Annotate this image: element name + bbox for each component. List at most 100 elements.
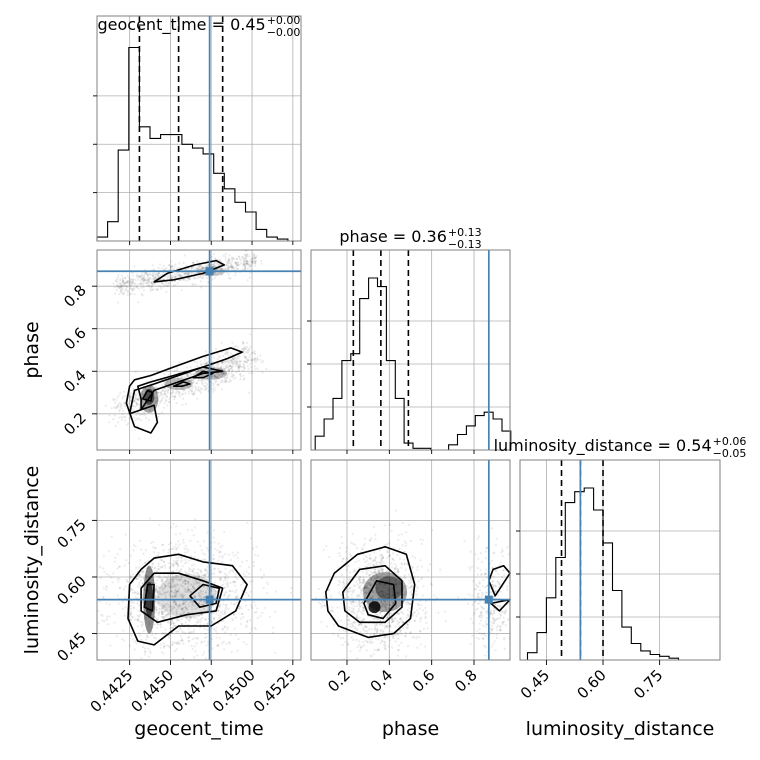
scatter-point bbox=[214, 347, 217, 351]
scatter-point bbox=[225, 376, 229, 379]
scatter-point bbox=[245, 361, 248, 364]
scatter-point bbox=[240, 560, 244, 564]
scatter-point bbox=[246, 279, 249, 282]
scatter-point bbox=[260, 259, 263, 263]
scatter-point bbox=[213, 572, 216, 575]
scatter-point bbox=[160, 287, 163, 290]
scatter-point bbox=[176, 559, 180, 562]
scatter-point bbox=[125, 280, 128, 283]
scatter-point bbox=[245, 253, 249, 256]
scatter-point bbox=[141, 393, 144, 396]
title-luminosity-distance: luminosity_distance = 0.54 +0.06−0.05 bbox=[494, 435, 747, 460]
scatter-point bbox=[222, 367, 225, 370]
scatter-point bbox=[244, 625, 248, 629]
scatter-point bbox=[211, 375, 214, 378]
scatter-point bbox=[256, 554, 259, 557]
scatter-point bbox=[191, 648, 194, 651]
scatter-point bbox=[124, 415, 127, 418]
scatter-point bbox=[223, 377, 226, 380]
scatter-point bbox=[229, 633, 232, 636]
scatter-point bbox=[219, 372, 223, 376]
scatter-point bbox=[239, 365, 242, 368]
scatter-point bbox=[363, 625, 367, 629]
scatter-point bbox=[224, 576, 227, 580]
scatter-point bbox=[113, 414, 116, 417]
scatter-point bbox=[371, 641, 374, 644]
scatter-point bbox=[225, 263, 228, 267]
scatter-point bbox=[406, 608, 409, 612]
scatter-point bbox=[251, 580, 254, 583]
scatter-point bbox=[230, 361, 233, 364]
scatter-point bbox=[200, 387, 204, 390]
scatter-point bbox=[338, 579, 341, 583]
scatter-point bbox=[351, 591, 354, 594]
scatter-point bbox=[184, 570, 187, 573]
scatter-point bbox=[231, 580, 235, 584]
scatter-point bbox=[120, 291, 123, 294]
scatter-point bbox=[119, 278, 122, 281]
scatter-point bbox=[197, 264, 200, 267]
scatter-point bbox=[252, 561, 255, 564]
scatter-point bbox=[196, 268, 199, 271]
scatter-point bbox=[133, 399, 136, 402]
scatter-point bbox=[194, 526, 197, 529]
scatter-point bbox=[156, 391, 159, 394]
scatter-point bbox=[129, 575, 132, 578]
scatter-point bbox=[121, 412, 124, 416]
scatter-point bbox=[156, 617, 159, 621]
scatter-point bbox=[480, 632, 483, 635]
scatter-point bbox=[215, 636, 218, 639]
scatter-point bbox=[237, 637, 240, 641]
scatter-point bbox=[217, 644, 220, 647]
scatter-point bbox=[129, 395, 132, 398]
scatter-point bbox=[164, 585, 167, 588]
scatter-point bbox=[238, 255, 241, 258]
scatter-point bbox=[155, 601, 158, 604]
scatter-point bbox=[197, 369, 200, 372]
scatter-point bbox=[160, 580, 163, 583]
scatter-point bbox=[171, 620, 174, 623]
scatter-point bbox=[210, 637, 213, 641]
scatter-point bbox=[469, 550, 473, 553]
scatter-point bbox=[130, 409, 133, 413]
scatter-point bbox=[185, 279, 188, 282]
scatter-point bbox=[235, 356, 238, 359]
scatter-point bbox=[226, 365, 229, 368]
scatter-point bbox=[184, 544, 187, 548]
scatter-point bbox=[345, 568, 348, 572]
scatter-point bbox=[148, 409, 151, 412]
scatter-point bbox=[159, 646, 162, 650]
scatter-point bbox=[241, 348, 244, 351]
panel-frame bbox=[96, 15, 302, 242]
scatter-point bbox=[125, 288, 128, 291]
scatter-point bbox=[181, 278, 184, 281]
scatter-point bbox=[362, 640, 365, 644]
scatter-point bbox=[174, 263, 177, 266]
scatter-point bbox=[197, 619, 200, 622]
scatter-point bbox=[177, 578, 181, 581]
scatter-point bbox=[123, 596, 127, 600]
scatter-point bbox=[173, 545, 176, 549]
scatter-point bbox=[160, 398, 163, 401]
scatter-point bbox=[467, 593, 471, 596]
scatter-point bbox=[176, 367, 179, 370]
scatter-point bbox=[184, 631, 187, 635]
scatter-point bbox=[137, 275, 140, 278]
scatter-point bbox=[177, 606, 180, 609]
scatter-point bbox=[213, 541, 216, 544]
scatter-point bbox=[154, 587, 157, 590]
scatter-point bbox=[175, 595, 178, 599]
scatter-point bbox=[238, 364, 241, 367]
scatter-point bbox=[158, 590, 161, 594]
scatter-point bbox=[477, 637, 481, 641]
scatter-point bbox=[200, 369, 203, 372]
scatter-point bbox=[156, 585, 159, 588]
scatter-point bbox=[350, 541, 353, 544]
scatter-point bbox=[484, 568, 487, 571]
scatter-point bbox=[248, 631, 252, 635]
scatter-point bbox=[152, 578, 155, 582]
scatter-point bbox=[167, 551, 170, 555]
scatter-point bbox=[251, 260, 254, 263]
scatter-point bbox=[186, 607, 189, 610]
scatter-point bbox=[192, 602, 195, 605]
